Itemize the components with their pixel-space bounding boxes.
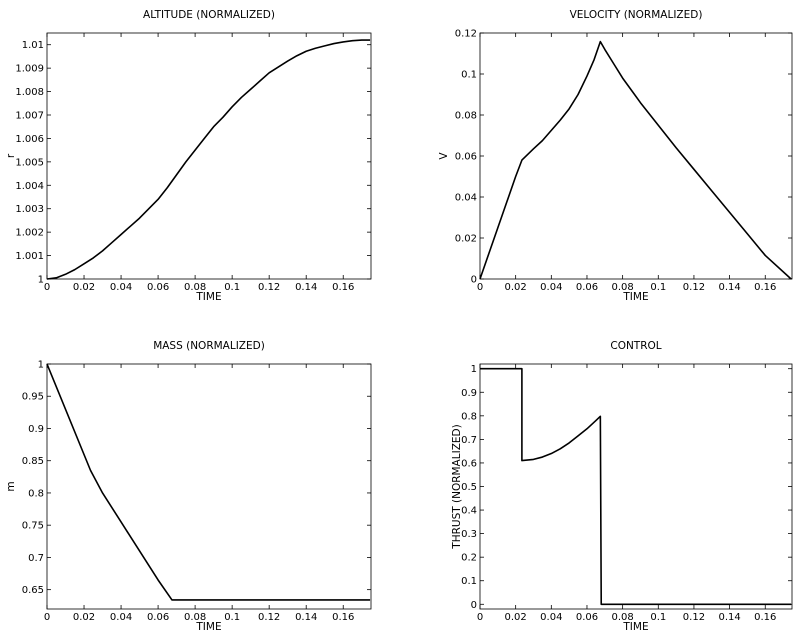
altitude-y-tick-label: 1.003 bbox=[15, 204, 44, 215]
control-y-tick-label: 0.3 bbox=[461, 529, 477, 540]
altitude-x-tick-label: 0.08 bbox=[184, 282, 206, 293]
control-x-tick-label: 0.1 bbox=[650, 612, 666, 623]
control-chart: 0 0.02 0.04 0.06 0.08 0.1 0.12 0.14 0.16 0 0.1 0.2 0… bbox=[451, 340, 793, 633]
control-y-tick-label: 0.2 bbox=[461, 553, 477, 564]
control-y-tick-label: 0.6 bbox=[461, 458, 477, 469]
control-x-tick-label: 0 bbox=[477, 612, 483, 623]
mass-y-tick-label: 0.8 bbox=[28, 488, 44, 499]
mass-x-tick-label: 0.02 bbox=[73, 612, 95, 623]
mass-x-tick-label: 0.1 bbox=[224, 612, 240, 623]
velocity-x-tick-label: 0.08 bbox=[611, 282, 633, 293]
control-x-tick-label: 0.04 bbox=[540, 612, 562, 623]
velocity-chart: 0 0.02 0.04 0.06 0.08 0.1 0.12 0.14 0.16 0 0.02 0.0… bbox=[438, 9, 793, 303]
mass-x-axis-label: TIME bbox=[195, 621, 221, 633]
mass-x-tick-label: 0.16 bbox=[332, 612, 354, 623]
altitude-x-tick-label: 0.12 bbox=[258, 282, 280, 293]
velocity-x-tick-label: 0.12 bbox=[683, 282, 705, 293]
velocity-y-tick-label: 0.06 bbox=[455, 152, 477, 163]
altitude-y-axis-label: r bbox=[5, 153, 17, 158]
mass-x-tick-label: 0 bbox=[44, 612, 50, 623]
control-x-tick-label: 0.08 bbox=[611, 612, 633, 623]
altitude-y-tick-label: 1.005 bbox=[15, 157, 44, 168]
control-series-line bbox=[480, 367, 792, 606]
mass-y-tick-label: 0.75 bbox=[22, 521, 44, 532]
velocity-x-tick-label: 0.16 bbox=[754, 282, 776, 293]
velocity-x-tick-label: 0.14 bbox=[718, 282, 740, 293]
velocity-x-tick-label: 0.06 bbox=[576, 282, 598, 293]
mass-chart: 0 0.02 0.04 0.06 0.08 0.1 0.12 0.14 0.16 0.65 0.7 0… bbox=[5, 340, 372, 633]
mass-series-line bbox=[46, 363, 371, 601]
altitude-x-tick-label: 0.1 bbox=[224, 282, 240, 293]
velocity-series-line bbox=[479, 40, 792, 280]
control-y-tick-label: 0.4 bbox=[461, 506, 477, 517]
velocity-y-tick-label: 0.1 bbox=[461, 70, 477, 81]
control-chart-title: CONTROL bbox=[610, 340, 661, 352]
altitude-y-tick-label: 1.007 bbox=[15, 111, 44, 122]
altitude-x-tick-label: 0.16 bbox=[332, 282, 354, 293]
velocity-x-tick-label: 0.02 bbox=[505, 282, 527, 293]
altitude-x-tick-label: 0 bbox=[44, 282, 50, 293]
control-x-axis-label: TIME bbox=[622, 621, 648, 633]
velocity-x-tick-label: 0.04 bbox=[540, 282, 562, 293]
mass-x-tick-label: 0.04 bbox=[110, 612, 132, 623]
altitude-chart: 0 0.02 0.04 0.06 0.08 0.1 0.12 0.14 0.16 1 1.001 1.… bbox=[5, 9, 372, 303]
altitude-y-tick-label: 1.009 bbox=[15, 64, 44, 75]
altitude-x-tick-label: 0.04 bbox=[110, 282, 132, 293]
mass-y-tick-label: 0.7 bbox=[28, 553, 44, 564]
control-y-tick-label: 0.7 bbox=[461, 435, 477, 446]
mass-x-tick-label: 0.06 bbox=[147, 612, 169, 623]
mass-axes-frame bbox=[46, 363, 372, 610]
velocity-y-tick-label: 0 bbox=[471, 275, 477, 286]
mass-x-tick-label: 0.14 bbox=[295, 612, 317, 623]
velocity-y-tick-label: 0.02 bbox=[455, 234, 477, 245]
velocity-y-axis-label: V bbox=[438, 152, 450, 160]
altitude-x-tick-label: 0.02 bbox=[73, 282, 95, 293]
velocity-x-tick-label: 0 bbox=[477, 282, 483, 293]
velocity-y-tick-label: 0.04 bbox=[455, 193, 477, 204]
velocity-y-tick-label: 0.08 bbox=[455, 111, 477, 122]
control-x-tick-label: 0.14 bbox=[718, 612, 740, 623]
altitude-y-tick-label: 1.001 bbox=[15, 251, 44, 262]
velocity-y-tick-label: 0.12 bbox=[455, 29, 477, 40]
mass-y-tick-label: 0.95 bbox=[22, 392, 44, 403]
altitude-axes-frame bbox=[46, 32, 372, 280]
control-y-tick-label: 0 bbox=[471, 600, 477, 611]
control-y-axis-label: THRUST (NORMALIZED) bbox=[451, 424, 463, 549]
mass-x-tick-label: 0.12 bbox=[258, 612, 280, 623]
altitude-series-line bbox=[46, 39, 371, 280]
control-y-tick-label: 1 bbox=[471, 364, 477, 375]
control-x-tick-label: 0.02 bbox=[505, 612, 527, 623]
control-x-tick-label: 0.16 bbox=[754, 612, 776, 623]
altitude-chart-title: ALTITUDE (NORMALIZED) bbox=[143, 9, 275, 21]
altitude-x-axis-label: TIME bbox=[195, 291, 221, 303]
control-axes-frame bbox=[479, 363, 793, 610]
altitude-x-tick-label: 0.14 bbox=[295, 282, 317, 293]
mass-y-tick-label: 0.65 bbox=[22, 585, 44, 596]
altitude-y-tick-label: 1.008 bbox=[15, 87, 44, 98]
mass-y-tick-label: 0.85 bbox=[22, 456, 44, 467]
velocity-x-axis-label: TIME bbox=[622, 291, 648, 303]
control-x-tick-label: 0.06 bbox=[576, 612, 598, 623]
altitude-y-tick-label: 1 bbox=[38, 275, 44, 286]
mass-y-tick-label: 1 bbox=[38, 360, 44, 371]
altitude-x-tick-label: 0.06 bbox=[147, 282, 169, 293]
control-y-tick-label: 0.1 bbox=[461, 576, 477, 587]
altitude-y-tick-label: 1.002 bbox=[15, 228, 44, 239]
altitude-y-tick-label: 1.01 bbox=[22, 40, 44, 51]
altitude-y-tick-label: 1.004 bbox=[15, 181, 44, 192]
velocity-x-tick-label: 0.1 bbox=[650, 282, 666, 293]
control-x-tick-label: 0.12 bbox=[683, 612, 705, 623]
mass-x-tick-label: 0.08 bbox=[184, 612, 206, 623]
mass-y-axis-label: m bbox=[5, 481, 17, 491]
altitude-y-tick-label: 1.006 bbox=[15, 134, 44, 145]
control-y-tick-label: 0.9 bbox=[461, 388, 477, 399]
control-y-tick-label: 0.8 bbox=[461, 411, 477, 422]
mass-chart-title: MASS (NORMALIZED) bbox=[153, 340, 265, 352]
control-y-tick-label: 0.5 bbox=[461, 482, 477, 493]
velocity-chart-title: VELOCITY (NORMALIZED) bbox=[570, 9, 703, 21]
mass-y-tick-label: 0.9 bbox=[28, 424, 44, 435]
